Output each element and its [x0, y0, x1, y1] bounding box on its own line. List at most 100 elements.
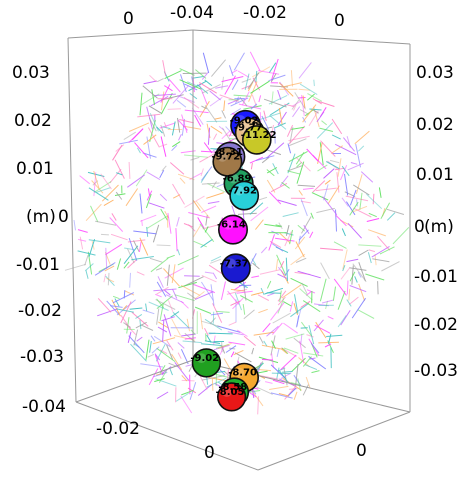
direction-segment — [171, 353, 183, 371]
direction-segment — [215, 85, 229, 89]
direction-segment — [216, 310, 230, 313]
left-tick: 0.02 — [14, 111, 52, 131]
direction-segment — [326, 334, 343, 337]
direction-segment — [372, 258, 390, 263]
direction-segment — [298, 229, 309, 241]
direction-segment — [181, 389, 194, 396]
direction-segment — [178, 281, 197, 289]
right-tick: -0.02 — [414, 315, 458, 335]
direction-segment — [201, 182, 220, 185]
direction-segment — [372, 193, 375, 205]
direction-segment — [295, 308, 302, 328]
direction-segment — [281, 348, 288, 354]
direction-segment — [294, 236, 306, 250]
direction-segment — [243, 335, 256, 346]
direction-segment — [146, 190, 153, 201]
direction-segment — [300, 321, 313, 337]
direction-segment — [112, 295, 120, 300]
direction-segment — [127, 259, 137, 269]
direction-segment — [266, 169, 275, 177]
direction-segment — [97, 308, 119, 317]
sphere-highlight — [222, 387, 232, 397]
direction-segment — [160, 208, 168, 221]
direction-segment — [378, 187, 382, 198]
direction-segment — [304, 364, 318, 371]
direction-segment — [127, 174, 145, 188]
direction-segment — [174, 294, 195, 302]
direction-segment — [156, 295, 173, 309]
direction-segment — [159, 349, 168, 355]
direction-segment — [312, 154, 327, 170]
direction-segment — [269, 114, 287, 130]
direction-segment — [84, 254, 89, 266]
direction-segment — [96, 187, 111, 193]
direction-segment — [340, 267, 351, 280]
right-axis-label: (m) — [424, 217, 454, 237]
direction-segment — [148, 301, 169, 311]
direction-segment — [349, 201, 359, 216]
sphere-highlight — [234, 367, 245, 378]
direction-segment — [204, 327, 209, 336]
direction-segment — [279, 175, 289, 187]
direction-segment — [201, 375, 225, 381]
direction-segment — [257, 396, 259, 415]
left-tick: -0.01 — [16, 255, 60, 275]
direction-segment — [255, 219, 264, 230]
direction-segment — [379, 246, 395, 255]
direction-segment — [221, 76, 244, 83]
direction-segment — [159, 122, 175, 129]
direction-segment — [272, 322, 283, 335]
direction-segment — [179, 68, 195, 76]
direction-segment — [284, 231, 292, 247]
direction-segment — [283, 322, 298, 334]
sphere-markers — [191, 109, 272, 412]
direction-segment — [85, 269, 89, 279]
direction-segment — [177, 255, 199, 266]
direction-segment — [344, 173, 349, 196]
direction-segment — [267, 292, 275, 297]
direction-segment — [154, 378, 165, 383]
direction-segment — [320, 140, 336, 157]
direction-segment — [148, 105, 162, 114]
direction-segment — [299, 288, 313, 301]
direction-segment — [139, 92, 143, 116]
direction-segment — [204, 271, 213, 274]
direction-segment — [327, 315, 334, 320]
direction-segment — [270, 73, 277, 83]
direction-segment — [149, 112, 159, 132]
direction-segment — [209, 96, 223, 107]
direction-segment — [300, 333, 303, 344]
direction-segment — [167, 300, 174, 313]
bottom-tick: 0 — [204, 443, 215, 463]
direction-segment — [234, 352, 252, 363]
direction-segment — [306, 93, 315, 101]
direction-segment — [90, 205, 99, 223]
direction-segment — [287, 165, 303, 172]
direction-segment — [355, 143, 361, 168]
direction-segment — [270, 392, 293, 399]
direction-segment — [150, 257, 169, 273]
direction-segment — [303, 352, 324, 357]
direction-segment — [276, 254, 287, 276]
direction-segment — [251, 66, 271, 78]
direction-segment — [204, 79, 213, 87]
direction-segment — [184, 154, 208, 158]
direction-segment — [194, 306, 212, 314]
direction-segment — [301, 216, 312, 234]
left-axis-label: (m) — [26, 207, 56, 227]
direction-segment — [79, 175, 91, 185]
direction-segment — [264, 223, 281, 228]
direction-segment — [157, 276, 164, 288]
direction-segment — [250, 80, 270, 94]
direction-segment — [295, 241, 305, 258]
direction-segment — [264, 287, 284, 295]
direction-segment — [278, 370, 289, 383]
direction-segment — [269, 385, 289, 390]
direction-segment — [123, 245, 139, 265]
direction-segment — [177, 342, 185, 349]
direction-segment — [192, 76, 204, 79]
left-tick: 0.01 — [16, 159, 54, 179]
direction-segment — [328, 333, 332, 345]
box-edge — [192, 29, 411, 45]
